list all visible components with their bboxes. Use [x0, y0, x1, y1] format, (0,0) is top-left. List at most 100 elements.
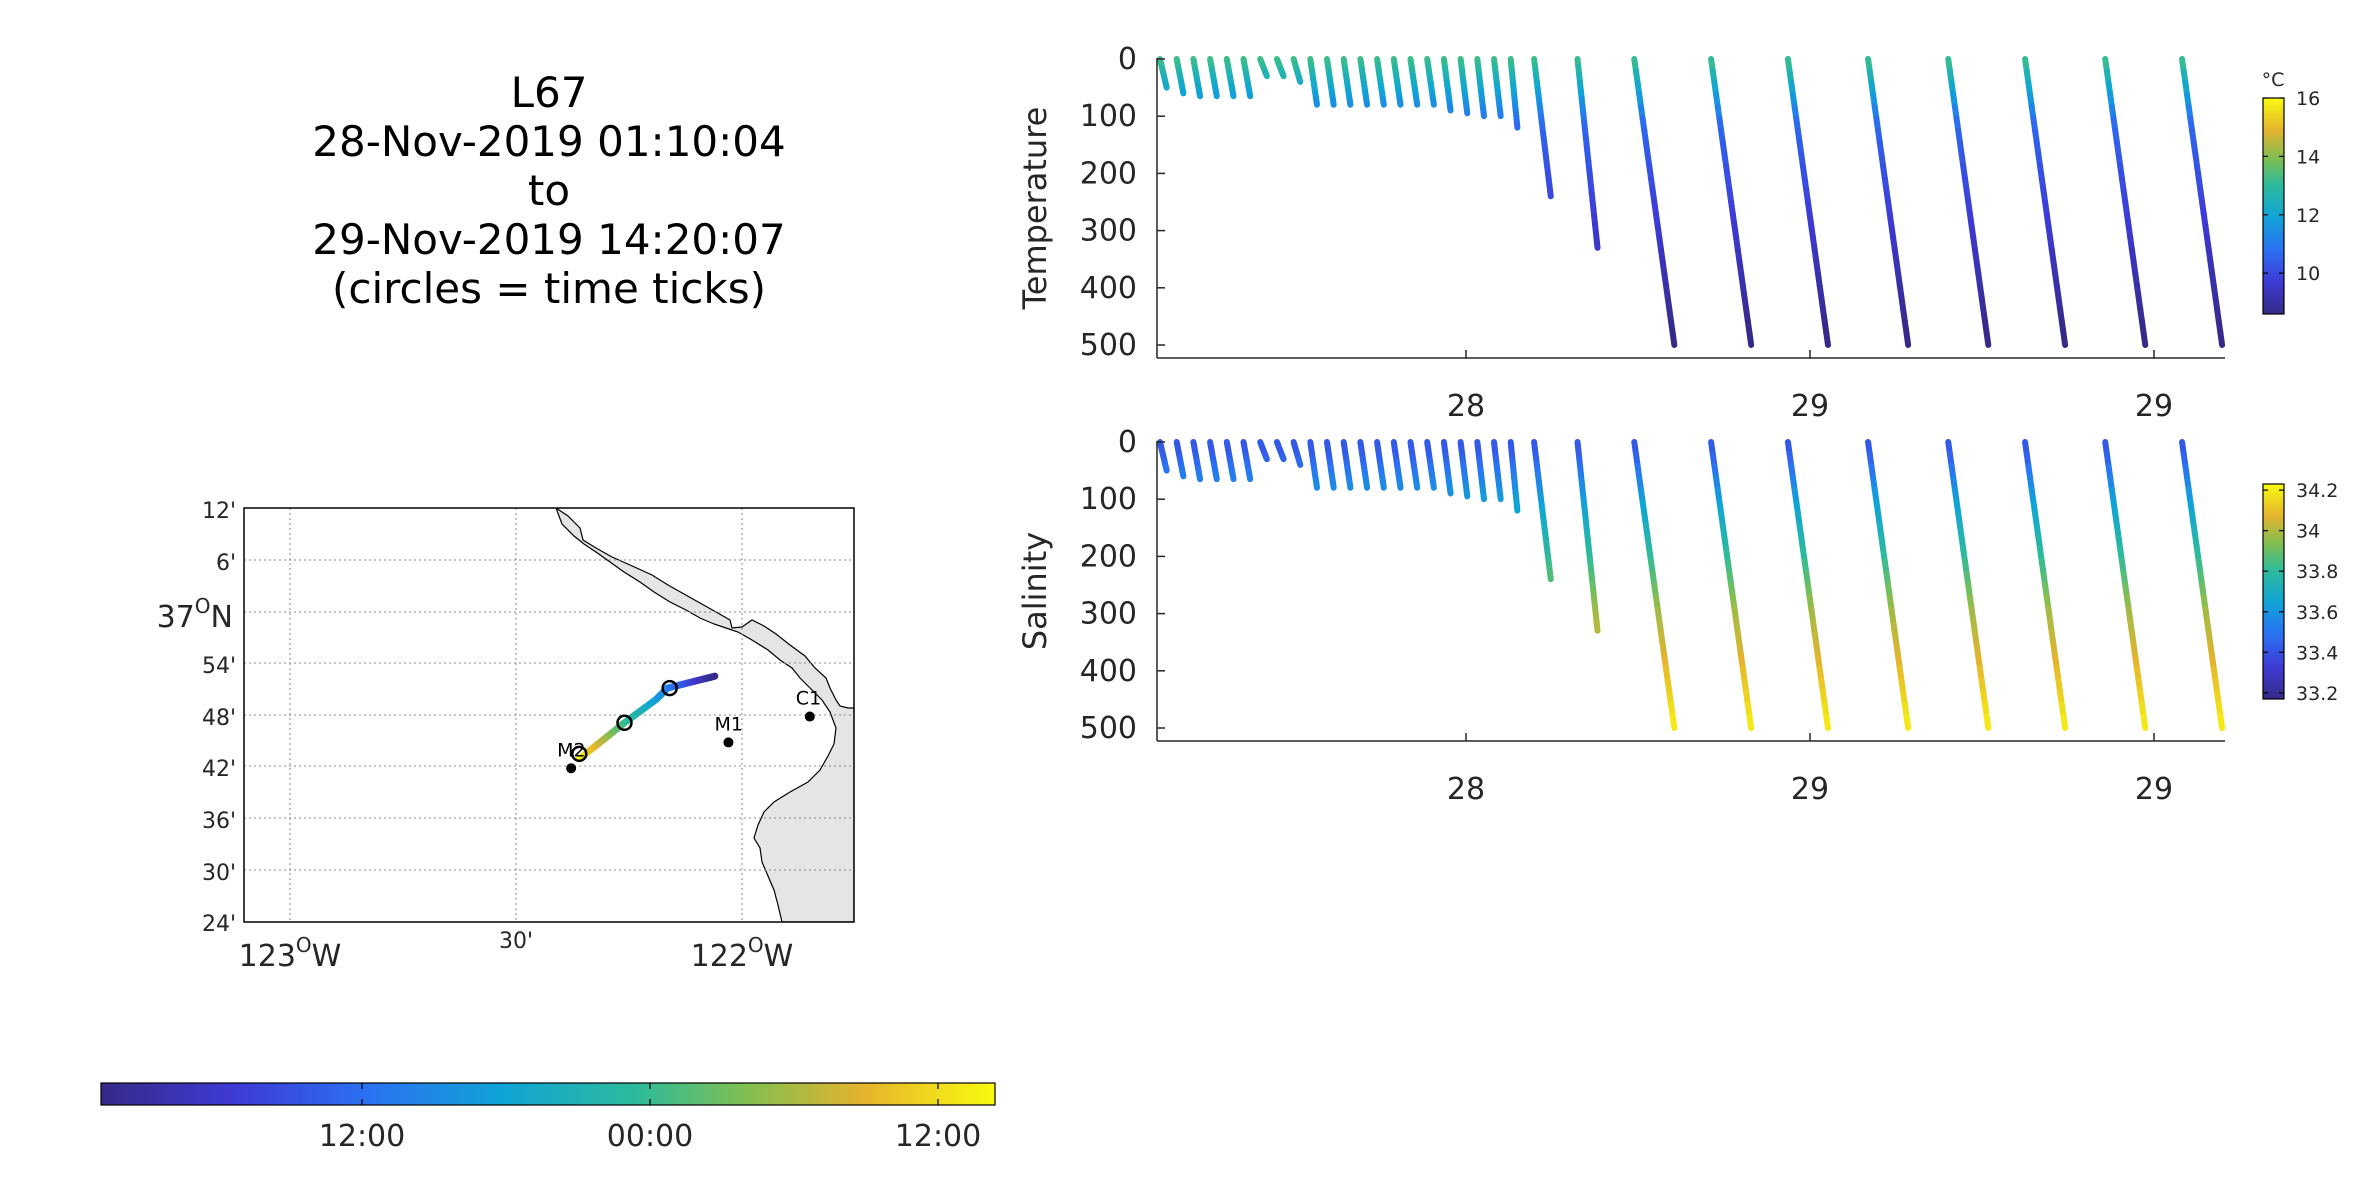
lat-tick: 12' [202, 499, 236, 524]
time-colorbar-label: 12:00 [319, 1119, 405, 1154]
salinity-colorbar-ticks: 34.2 34 33.8 33.6 33.4 33.2 [2263, 480, 2338, 705]
map-lon-ticks: 123OW 30' 122OW [239, 929, 794, 974]
cast-segment [1547, 187, 1554, 200]
y-tick-label: 500 [1080, 328, 1137, 363]
lon-tick-minor: 30' [499, 929, 533, 954]
colorbar-tick-label: 33.8 [2296, 561, 2338, 583]
glider-track [575, 672, 719, 763]
x-tick-label: 29 [1791, 389, 1829, 424]
x-tick-label: 29 [1791, 772, 1829, 807]
cast-segment [2060, 330, 2069, 348]
y-tick-label: 0 [1118, 42, 1137, 77]
cast-segment [1903, 713, 1912, 731]
colorbar-tick-label: 33.2 [2296, 683, 2338, 705]
colorbar-tick-label: 16 [2296, 88, 2320, 110]
temperature-y-ticks: 0 100 200 300 400 500 [1080, 42, 1165, 363]
time-colorbar-label: 00:00 [607, 1119, 693, 1154]
colorbar-tick-label: 33.4 [2296, 642, 2338, 664]
time-tick-circle [571, 745, 588, 763]
station-label: M1 [714, 713, 742, 735]
x-tick-label: 29 [2135, 389, 2173, 424]
lat-tick: 24' [202, 912, 236, 937]
track-segment [707, 672, 719, 681]
salinity-y-label: Salinity [1016, 532, 1054, 650]
cast-segment [1547, 570, 1554, 583]
cast-segment [1983, 330, 1992, 348]
lat-tick: 6' [216, 551, 236, 576]
title-line-2: 28-Nov-2019 01:10:04 [312, 117, 785, 166]
colorbar-tick-label: 12 [2296, 205, 2320, 227]
cast-segment [1823, 713, 1831, 731]
cast-segment [2217, 713, 2226, 731]
lat-tick-main: 37ON [157, 594, 233, 635]
map-grid [244, 508, 854, 922]
y-tick-label: 400 [1080, 271, 1137, 306]
title-line-5: (circles = time ticks) [332, 264, 766, 313]
y-tick-label: 100 [1080, 99, 1137, 134]
lon-tick-main: 123OW [239, 933, 342, 974]
cast-segment [1746, 713, 1755, 731]
cast-segment [2217, 330, 2226, 348]
time-colorbar-gradient [100, 1082, 996, 1106]
cast-segment [1593, 619, 1601, 634]
temperature-colorbar-ticks: 16 14 12 10 [2263, 88, 2320, 285]
temperature-panel: 0 100 200 300 400 500 28 29 29 Temperature °C 1… [1016, 42, 2320, 424]
y-tick-label: 500 [1080, 711, 1137, 746]
station-label: C1 [796, 688, 821, 710]
cast-segment [1983, 713, 1992, 731]
y-tick-label: 0 [1118, 425, 1137, 460]
station-marker [723, 737, 734, 748]
title-line-1: L67 [511, 68, 588, 117]
map-panel: M2 M1 C1 12' 6' 37ON 54' 48' 42' 36' 30' 2… [157, 499, 855, 974]
y-tick-label: 200 [1080, 539, 1137, 574]
station-label: M2 [557, 739, 585, 761]
lat-tick: 42' [202, 757, 236, 782]
title-line-4: 29-Nov-2019 14:20:07 [312, 215, 785, 264]
y-tick-label: 100 [1080, 482, 1137, 517]
x-tick-label: 28 [1447, 772, 1485, 807]
lon-tick-main: 122OW [691, 933, 794, 974]
cast-segment [1669, 713, 1678, 731]
colorbar-tick-label: 34.2 [2296, 480, 2338, 502]
lat-tick: 48' [202, 706, 236, 731]
colorbar-tick-label: 14 [2296, 146, 2320, 168]
cast-segment [1669, 330, 1678, 348]
temperature-colorbar [2262, 97, 2285, 315]
lat-tick: 30' [202, 861, 236, 886]
salinity-colorbar [2262, 483, 2285, 700]
mooring-stations: M2 M1 C1 [557, 688, 821, 774]
temperature-colorbar-unit: °C [2262, 69, 2285, 91]
temperature-y-label: Temperature [1016, 107, 1054, 311]
salinity-x-ticks: 28 29 29 [1447, 733, 2173, 807]
y-tick-label: 300 [1080, 597, 1137, 632]
time-colorbar-label: 12:00 [895, 1119, 981, 1154]
colorbar-tick-label: 33.6 [2296, 602, 2338, 624]
lat-tick: 36' [202, 809, 236, 834]
time-tick-circle [616, 714, 633, 732]
cast-segment [2140, 713, 2149, 731]
time-colorbar: 12:00 00:00 12:00 [100, 1082, 996, 1154]
cast-segment [2060, 713, 2069, 731]
station-marker [804, 711, 815, 722]
cast-segment [1903, 330, 1912, 348]
figure-title: L67 28-Nov-2019 01:10:04 to 29-Nov-2019 … [312, 68, 785, 313]
salinity-casts [1157, 439, 2226, 731]
station-marker [566, 763, 577, 774]
cast-segment [1746, 330, 1755, 348]
title-line-3: to [528, 166, 570, 215]
x-tick-label: 28 [1447, 389, 1485, 424]
cast-segment [1593, 236, 1601, 251]
time-tick-circles [571, 679, 678, 763]
x-tick-label: 29 [2135, 772, 2173, 807]
lat-tick: 54' [202, 654, 236, 679]
colorbar-tick-label: 10 [2296, 263, 2320, 285]
y-tick-label: 200 [1080, 156, 1137, 191]
salinity-y-ticks: 0 100 200 300 400 500 [1080, 425, 1165, 746]
map-frame [243, 507, 855, 923]
time-tick-circle [661, 679, 678, 697]
y-tick-label: 300 [1080, 214, 1137, 249]
colorbar-tick-label: 34 [2296, 521, 2320, 543]
temperature-x-ticks: 28 29 29 [1447, 350, 2173, 424]
